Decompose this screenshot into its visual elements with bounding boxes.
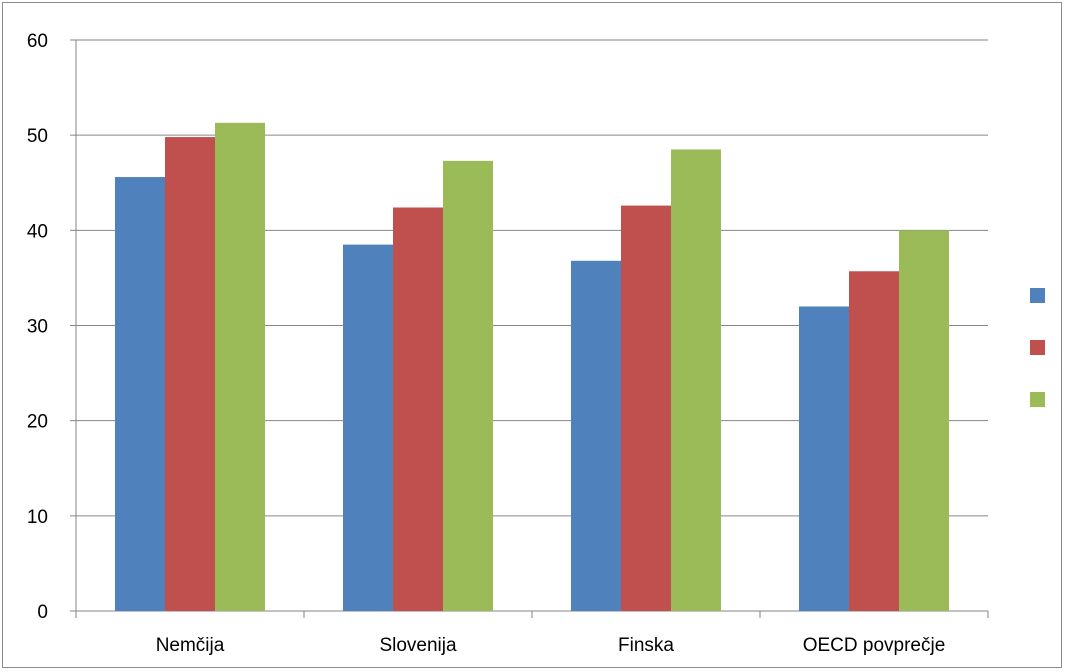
x-tick-labels: Nemčija Slovenija Finska OECD povprečje bbox=[156, 635, 946, 656]
y-tick-label: 0 bbox=[37, 602, 48, 623]
bars bbox=[115, 122, 949, 612]
bar-series2-1 bbox=[393, 207, 443, 611]
legend-swatch-1 bbox=[1030, 288, 1045, 303]
bar-series3-3 bbox=[899, 230, 949, 612]
y-tick-label: 30 bbox=[27, 317, 48, 338]
bar-series1-3 bbox=[799, 306, 849, 611]
bar-series1-2 bbox=[571, 260, 621, 611]
bar-series2-2 bbox=[621, 205, 671, 611]
bar-series3-0 bbox=[215, 122, 265, 612]
bar-series2-0 bbox=[165, 137, 215, 611]
legend-swatch-2 bbox=[1030, 340, 1045, 355]
bar-series2-3 bbox=[849, 271, 899, 611]
legend-swatch-3 bbox=[1030, 392, 1045, 407]
x-tick-label: Nemčija bbox=[156, 635, 225, 656]
x-tick-label: Finska bbox=[618, 635, 674, 656]
legend bbox=[1030, 288, 1045, 407]
bar-series1-1 bbox=[343, 244, 393, 611]
x-tick-label: Slovenija bbox=[379, 635, 457, 656]
bar-series3-2 bbox=[671, 149, 721, 612]
y-tick-label: 40 bbox=[27, 221, 48, 242]
y-tick-labels: 0 10 20 30 40 50 60 bbox=[27, 31, 48, 623]
y-tick-label: 50 bbox=[27, 126, 48, 147]
bar-series3-1 bbox=[443, 160, 493, 611]
x-tick-label: OECD povprečje bbox=[803, 635, 946, 656]
y-tick-label: 60 bbox=[27, 31, 48, 52]
bar-series1-0 bbox=[115, 177, 165, 612]
y-tick-label: 10 bbox=[27, 507, 48, 528]
y-tick-label: 20 bbox=[27, 412, 48, 433]
